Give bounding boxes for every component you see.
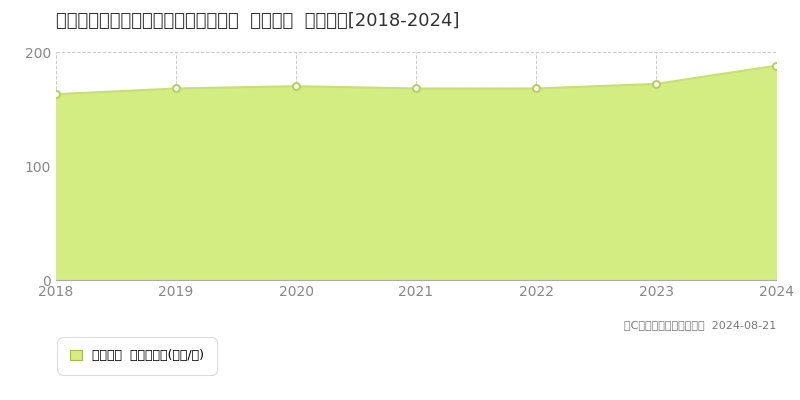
Legend: 地価公示  平均坪単価(万円/坪): 地価公示 平均坪単価(万円/坪)	[62, 342, 212, 370]
Text: （C）土地価格ドットコム  2024-08-21: （C）土地価格ドットコム 2024-08-21	[624, 320, 776, 330]
Text: 東京都世田谷区野毛１丁目９５番５外  地価公示  地価推移[2018-2024]: 東京都世田谷区野毛１丁目９５番５外 地価公示 地価推移[2018-2024]	[56, 12, 459, 30]
